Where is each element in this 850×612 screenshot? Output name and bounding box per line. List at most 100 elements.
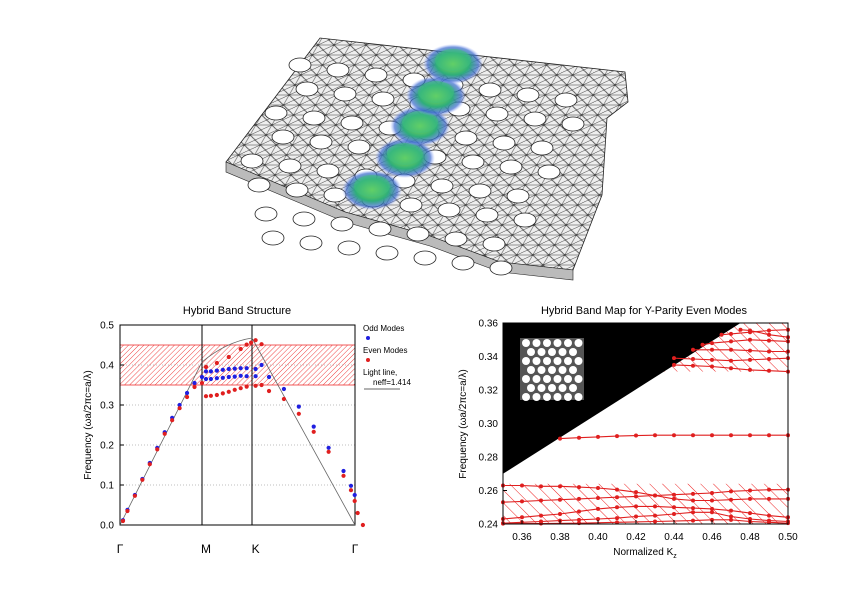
band-line xyxy=(740,329,789,338)
band-point xyxy=(577,509,581,514)
band-point xyxy=(653,493,657,498)
band-point xyxy=(615,495,619,500)
inset-hole xyxy=(553,339,562,347)
odd-mode-point xyxy=(341,468,346,474)
odd-mode-point xyxy=(253,366,258,372)
even-mode-point xyxy=(355,510,360,516)
band-point xyxy=(729,366,733,371)
band-point xyxy=(748,367,752,372)
band-point xyxy=(672,356,676,361)
right-y-axis: 0.24 0.26 0.28 0.30 0.32 0.34 0.36 xyxy=(479,319,507,531)
band-point xyxy=(672,511,676,516)
right-x-axis: 0.36 0.38 0.40 0.42 0.44 0.46 0.48 0.50 xyxy=(512,520,798,543)
x-tick-label: Γ xyxy=(117,542,124,556)
band-point xyxy=(577,521,581,526)
inset-hole xyxy=(537,348,546,356)
even-mode-point xyxy=(155,447,160,452)
inset-holes xyxy=(522,339,583,401)
inset-hole xyxy=(548,348,556,356)
air-hole xyxy=(489,260,513,276)
air-hole xyxy=(271,129,295,145)
light-line xyxy=(119,337,356,526)
even-mode-point xyxy=(199,380,205,386)
x-tick-label: 0.38 xyxy=(550,532,570,543)
band-point xyxy=(767,496,771,501)
air-hole xyxy=(499,159,523,175)
band-point xyxy=(539,498,543,503)
right-band-lines xyxy=(501,327,790,526)
band-line xyxy=(503,484,788,502)
band-point xyxy=(558,511,562,516)
even-mode-point xyxy=(253,338,258,343)
left-grid xyxy=(120,364,355,486)
air-hole xyxy=(330,216,354,232)
even-mode-point xyxy=(140,477,145,482)
band-line xyxy=(693,349,788,353)
band-point xyxy=(710,491,714,496)
band-point xyxy=(691,357,695,362)
air-hole xyxy=(261,230,285,246)
band-point xyxy=(710,364,714,369)
band-point xyxy=(767,487,771,492)
inset-hole xyxy=(574,393,583,401)
odd-mode-point xyxy=(238,366,243,371)
x-tick-label: 0.44 xyxy=(664,532,684,543)
band-point xyxy=(767,338,771,343)
band-point xyxy=(710,506,714,511)
air-hole xyxy=(478,82,502,98)
air-hole xyxy=(299,235,323,251)
y-tick-label: 0.1 xyxy=(100,481,114,492)
right-x-axis-label: Normalized Kz xyxy=(613,547,677,560)
even-mode-point xyxy=(348,488,354,493)
left-y-axis: 0.0 0.1 0.2 0.3 0.4 0.5 xyxy=(100,321,124,532)
even-mode-point xyxy=(352,498,357,504)
band-point xyxy=(767,328,771,333)
air-hole xyxy=(485,106,509,122)
air-hole xyxy=(461,154,485,170)
even-mode-point xyxy=(266,388,272,394)
even-mode-point xyxy=(120,518,126,524)
band-point xyxy=(520,499,524,504)
left-legend: Odd Modes Even Modes Light line, neff=1.… xyxy=(363,324,411,390)
band-point xyxy=(596,516,600,521)
air-hole xyxy=(444,231,468,247)
air-hole xyxy=(451,255,475,271)
inset-hole xyxy=(527,366,535,374)
band-line xyxy=(502,511,789,524)
even-mode-point xyxy=(259,382,264,388)
band-point xyxy=(729,489,733,494)
band-point xyxy=(672,505,676,510)
odd-mode-point xyxy=(192,380,197,386)
inset-hole xyxy=(522,375,530,383)
band-point xyxy=(710,433,714,438)
y-tick-label: 0.24 xyxy=(479,520,499,531)
mode-lobe-core xyxy=(387,143,423,165)
even-mode-point xyxy=(311,429,316,434)
band-point xyxy=(672,433,676,438)
air-hole xyxy=(264,105,288,121)
band-point xyxy=(539,484,543,489)
even-mode-point xyxy=(244,342,249,347)
inset-hole xyxy=(574,357,583,365)
even-mode-point xyxy=(244,384,249,389)
inset-hole xyxy=(537,366,546,374)
inset-hole xyxy=(564,393,572,401)
air-hole xyxy=(295,81,319,97)
odd-mode-point xyxy=(326,445,331,450)
legend-entry-even: Even Modes xyxy=(363,346,407,355)
band-point xyxy=(767,513,771,518)
band-point xyxy=(748,488,752,493)
band-point xyxy=(729,347,733,352)
band-point xyxy=(700,342,705,347)
inset-hole xyxy=(532,393,541,401)
band-point xyxy=(748,357,752,362)
band-point xyxy=(729,433,733,438)
inset-hole xyxy=(564,339,572,347)
inset-hole xyxy=(553,393,562,401)
band-point xyxy=(596,506,600,511)
odd-mode-point xyxy=(244,374,249,379)
band-point xyxy=(672,362,676,367)
band-point xyxy=(539,521,543,526)
odd-mode-point xyxy=(296,404,301,409)
band-point xyxy=(596,496,600,501)
